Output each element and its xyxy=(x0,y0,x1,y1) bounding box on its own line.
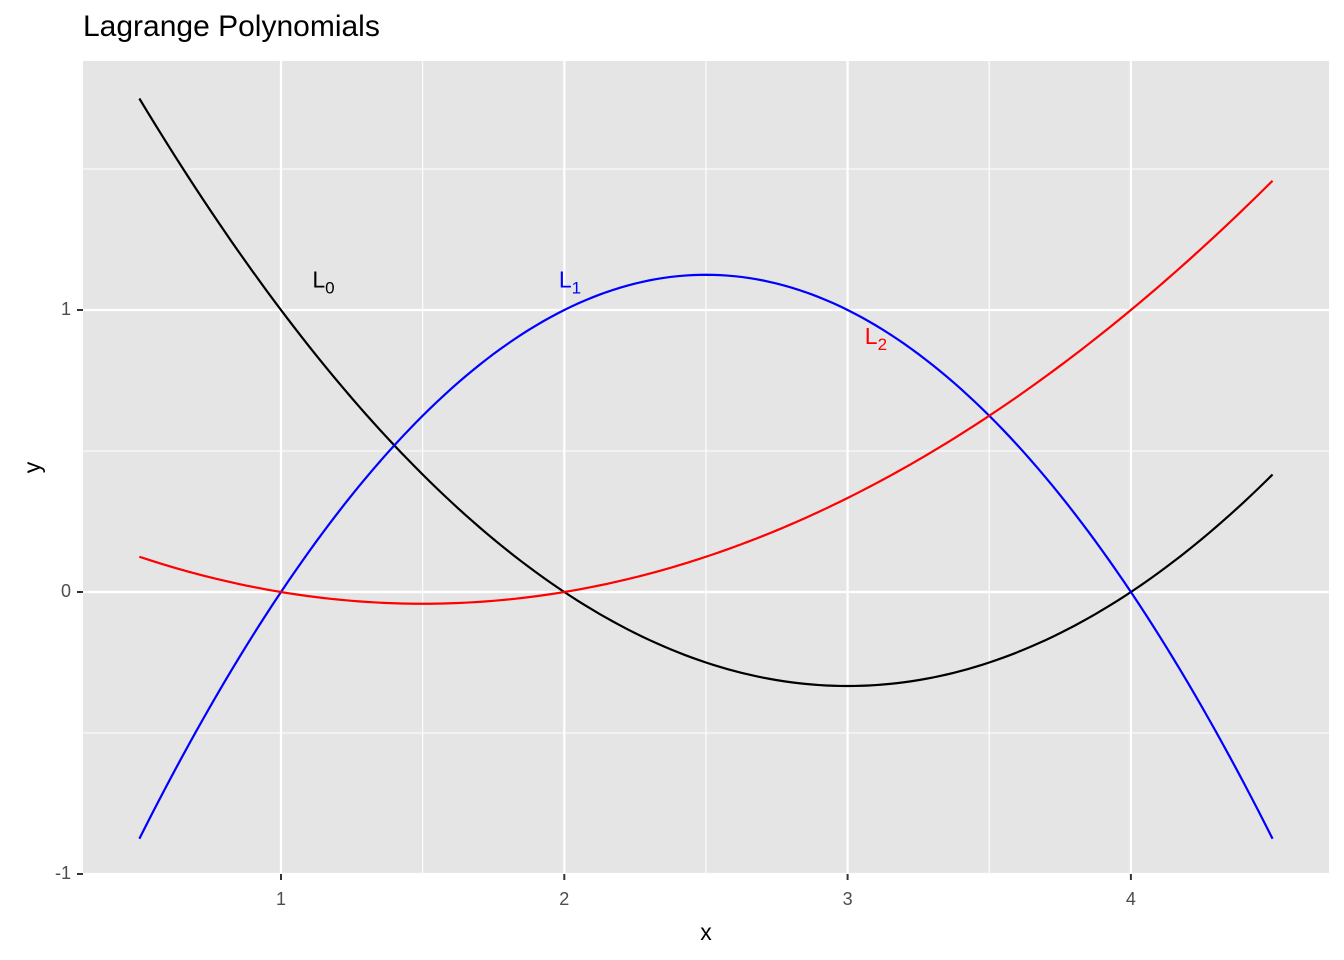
tick-labels: 1 2 3 4 -1 0 1 xyxy=(55,299,1136,909)
major-grid xyxy=(83,61,1329,876)
chart-title: Lagrange Polynomials xyxy=(83,10,380,43)
x-axis-title: x xyxy=(700,919,712,945)
y-tick-label: 0 xyxy=(61,581,71,601)
series-line-L0 xyxy=(138,97,1274,688)
series-labels: L0 L1 L2 xyxy=(312,266,887,353)
y-tick-label: -1 xyxy=(55,863,71,883)
series-line-L2 xyxy=(139,179,1274,605)
x-tick-label: 1 xyxy=(276,889,286,909)
series-line-L1 xyxy=(138,273,1274,840)
series-label-L0: L0 xyxy=(312,266,334,297)
x-tick-label: 3 xyxy=(843,889,853,909)
y-axis-title: y xyxy=(19,461,45,473)
y-tick-label: 1 xyxy=(61,299,71,319)
series-label-L2: L2 xyxy=(865,323,887,354)
series-lines xyxy=(138,97,1274,840)
minor-grid xyxy=(83,61,1329,874)
axis-ticks xyxy=(77,309,1132,880)
series-label-L1: L1 xyxy=(559,266,581,297)
x-tick-label: 2 xyxy=(559,889,569,909)
x-tick-label: 4 xyxy=(1126,889,1136,909)
